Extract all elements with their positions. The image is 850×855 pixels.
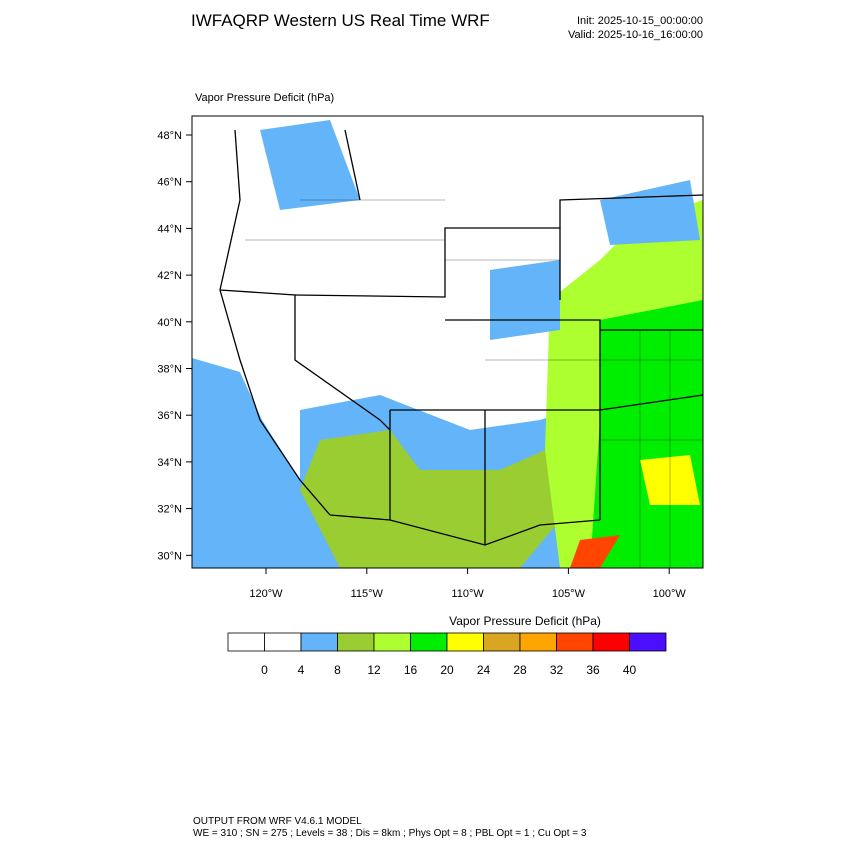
- lat-label: 40°N: [157, 317, 182, 329]
- footer-line: OUTPUT FROM WRF V4.6.1 MODEL: [193, 816, 362, 827]
- colorbar-label: 32: [550, 663, 564, 677]
- colorbar-swatch: [483, 632, 521, 652]
- colorbar-swatch: [300, 632, 338, 652]
- colorbar-label: 0: [261, 663, 268, 677]
- colorbar-label: 36: [586, 663, 600, 677]
- lat-label: 34°N: [157, 457, 182, 469]
- colorbar-label: 12: [367, 663, 381, 677]
- lon-label: 110°W: [451, 588, 484, 600]
- footer-line: WE = 310 ; SN = 275 ; Levels = 38 ; Dis …: [193, 828, 587, 839]
- colorbar-swatch: [264, 632, 302, 652]
- lat-label: 36°N: [157, 410, 182, 422]
- lon-label: 120°W: [249, 588, 283, 600]
- colorbar-swatch: [556, 632, 594, 652]
- colorbar-swatch: [629, 632, 667, 652]
- colorbar-title: Vapor Pressure Deficit (hPa): [449, 614, 601, 628]
- lat-label: 46°N: [157, 177, 182, 189]
- colorbar-swatch: [410, 632, 448, 652]
- colorbar-label: 40: [623, 663, 637, 677]
- init-time: Init: 2025-10-15_00:00:00: [577, 15, 703, 27]
- lon-label: 105°W: [552, 588, 586, 600]
- colorbar-swatch: [227, 632, 265, 652]
- lon-label: 100°W: [653, 588, 687, 600]
- lat-label: 32°N: [157, 504, 182, 516]
- colorbar-swatch: [446, 632, 484, 652]
- map: [191, 115, 704, 569]
- lat-label: 30°N: [157, 550, 182, 562]
- colorbar-swatch: [592, 632, 630, 652]
- colorbar-label: 24: [477, 663, 491, 677]
- colorbar-swatch: [519, 632, 557, 652]
- title: IWFAQRP Western US Real Time WRF: [191, 11, 490, 30]
- colorbar-swatch: [373, 632, 411, 652]
- colorbar-label: 4: [298, 663, 305, 677]
- colorbar-label: 20: [440, 663, 454, 677]
- lon-label: 115°W: [351, 588, 384, 600]
- valid-time: Valid: 2025-10-16_16:00:00: [568, 29, 703, 41]
- colorbar-label: 28: [513, 663, 527, 677]
- map-label: Vapor Pressure Deficit (hPa): [195, 92, 334, 104]
- lat-label: 42°N: [157, 270, 182, 282]
- colorbar-label: 16: [404, 663, 418, 677]
- lat-label: 38°N: [157, 364, 182, 376]
- colorbar-swatch: [337, 632, 375, 652]
- lat-label: 48°N: [157, 130, 182, 142]
- lat-label: 44°N: [157, 223, 182, 235]
- colorbar-label: 8: [334, 663, 341, 677]
